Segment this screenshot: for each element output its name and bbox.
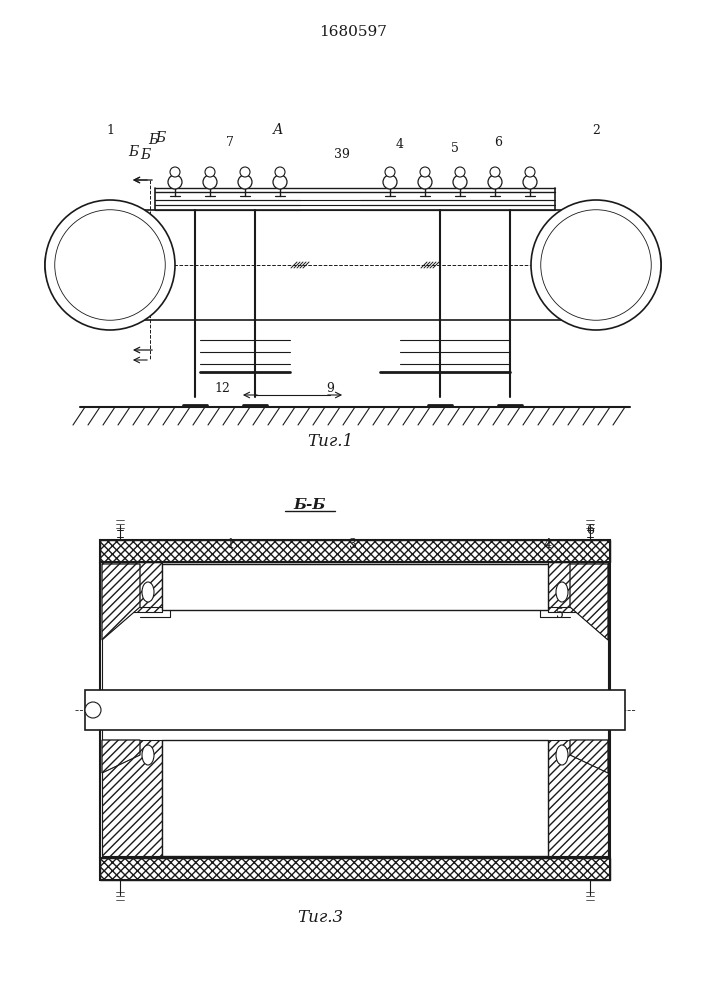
Bar [548, 562, 608, 612]
Circle shape [45, 200, 175, 330]
Text: Б: Б [128, 145, 138, 159]
Text: 4: 4 [544, 538, 552, 552]
Circle shape [453, 175, 467, 189]
Text: А: А [273, 123, 284, 137]
Circle shape [525, 167, 535, 177]
Bar [162, 740, 548, 856]
Circle shape [275, 167, 285, 177]
Bar [85, 690, 625, 730]
Text: 9: 9 [341, 148, 349, 161]
Circle shape [488, 175, 502, 189]
Text: 6: 6 [586, 524, 594, 536]
Bar [102, 562, 162, 612]
Text: 1: 1 [106, 123, 114, 136]
Circle shape [205, 167, 215, 177]
Circle shape [273, 175, 287, 189]
Text: 3: 3 [349, 538, 357, 552]
Text: 1: 1 [226, 538, 234, 552]
Text: Б: Б [140, 148, 151, 162]
Text: 9: 9 [326, 381, 334, 394]
Bar [100, 858, 610, 880]
Ellipse shape [556, 582, 568, 602]
Circle shape [418, 175, 432, 189]
Bar [100, 540, 610, 562]
Bar [102, 740, 162, 856]
Ellipse shape [142, 745, 154, 765]
Bar [548, 562, 608, 612]
Bar [548, 740, 608, 856]
Polygon shape [102, 564, 140, 640]
Text: 4: 4 [396, 138, 404, 151]
Bar [102, 562, 162, 612]
Circle shape [531, 200, 661, 330]
Text: 7: 7 [226, 135, 234, 148]
Text: Б: Б [155, 131, 165, 145]
Circle shape [85, 702, 101, 718]
Circle shape [420, 167, 430, 177]
Circle shape [383, 175, 397, 189]
Circle shape [455, 167, 465, 177]
Bar [162, 564, 548, 610]
Circle shape [238, 175, 252, 189]
Text: 3: 3 [334, 148, 342, 161]
Text: 1680597: 1680597 [319, 25, 387, 39]
Circle shape [168, 175, 182, 189]
Ellipse shape [142, 582, 154, 602]
Polygon shape [570, 564, 608, 640]
Ellipse shape [556, 745, 568, 765]
Bar [100, 858, 610, 880]
Text: 12: 12 [214, 381, 230, 394]
Text: Τиг.3: Τиг.3 [297, 910, 343, 926]
Polygon shape [570, 740, 608, 773]
Circle shape [240, 167, 250, 177]
Circle shape [490, 167, 500, 177]
Text: 5: 5 [451, 141, 459, 154]
Bar [100, 540, 610, 562]
Circle shape [385, 167, 395, 177]
Text: Б: Б [148, 133, 158, 147]
Text: 2: 2 [592, 123, 600, 136]
Text: 5: 5 [556, 608, 564, 621]
Text: 6: 6 [494, 135, 502, 148]
Bar [100, 540, 610, 562]
Text: Б-Б: Б-Б [294, 498, 326, 512]
Polygon shape [102, 740, 140, 773]
Circle shape [203, 175, 217, 189]
Bar [548, 740, 608, 856]
Bar [100, 858, 610, 880]
Circle shape [523, 175, 537, 189]
Text: Τиг.1: Τиг.1 [307, 434, 353, 450]
Bar [102, 740, 162, 856]
Circle shape [170, 167, 180, 177]
